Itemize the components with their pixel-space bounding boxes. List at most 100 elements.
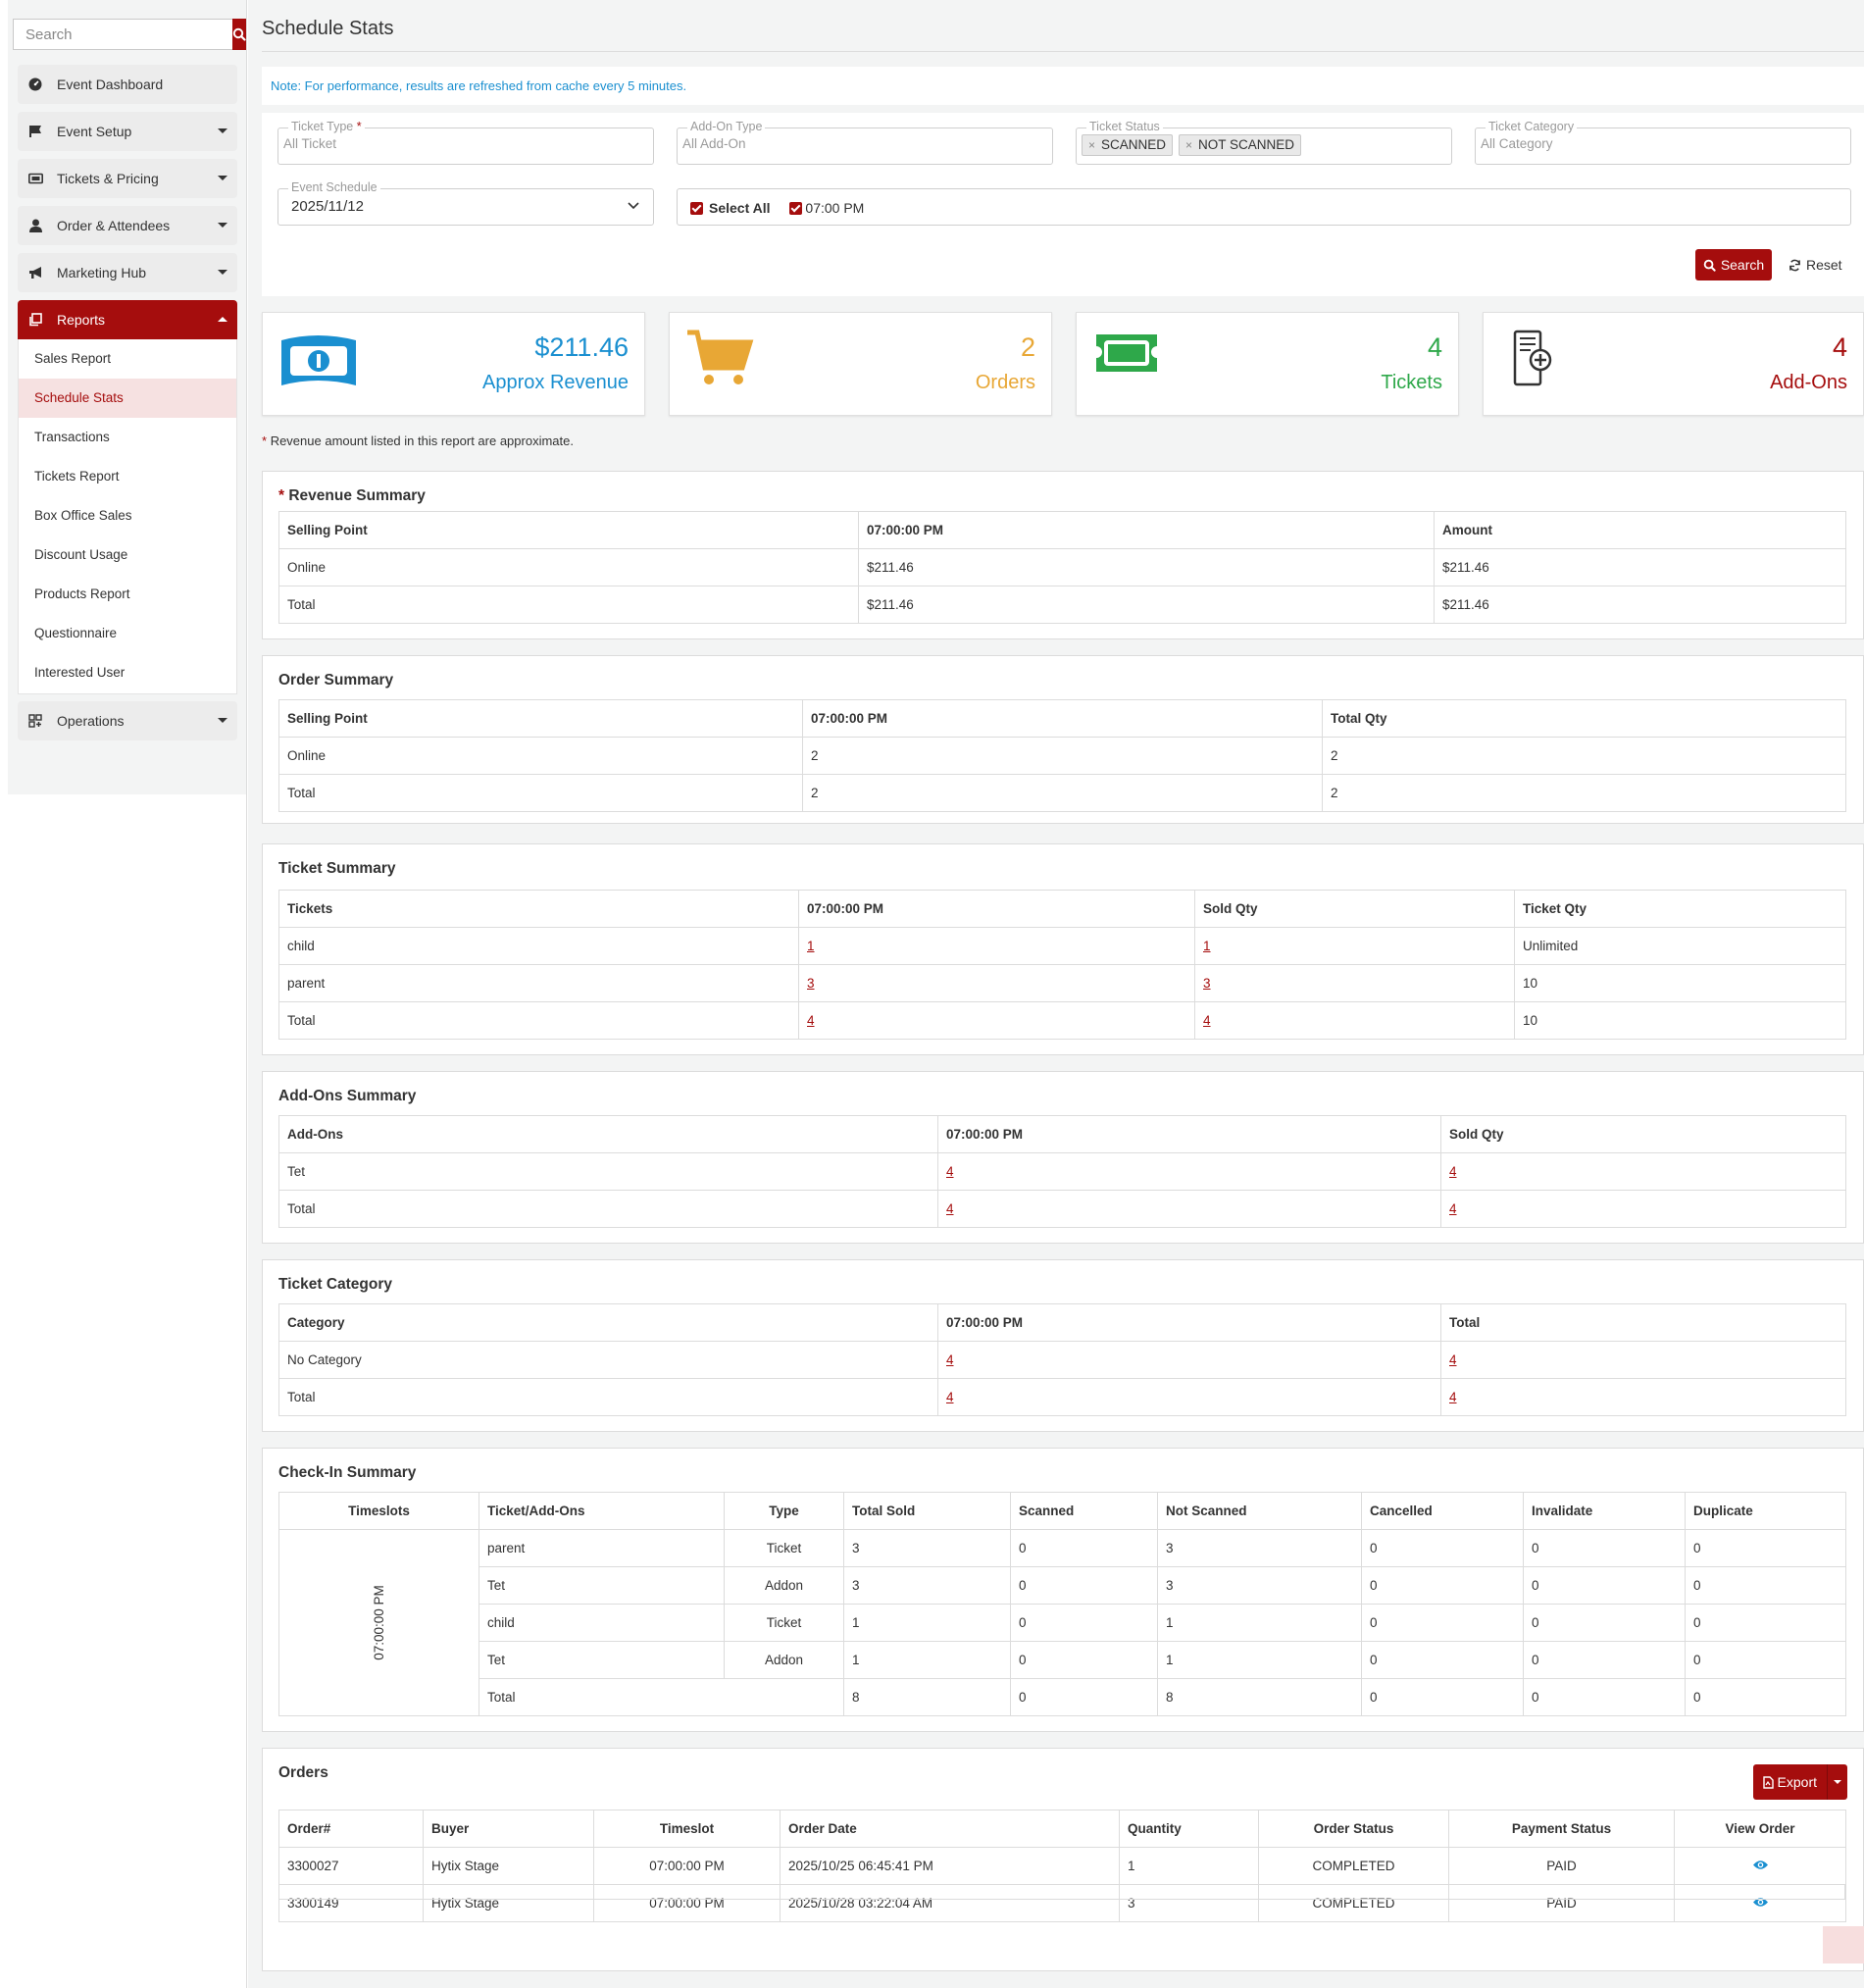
column-header: 07:00:00 PM [802, 699, 1323, 738]
column-header: Scanned [1010, 1492, 1158, 1530]
column-header: Total [1440, 1303, 1846, 1342]
copy-icon [27, 312, 43, 328]
table-cell: parent [278, 964, 799, 1002]
reset-button[interactable]: Reset [1788, 249, 1847, 280]
revenue-summary-title: * Revenue Summary [278, 487, 426, 504]
addons-value: 4 [1832, 332, 1847, 362]
remove-tag-icon[interactable]: × [1185, 138, 1193, 152]
table-cell: 0 [1010, 1678, 1158, 1716]
orders-value: 2 [1020, 332, 1035, 362]
table-cell: Online [278, 548, 859, 586]
addon-document-icon [1513, 330, 1552, 386]
count-link[interactable]: 3 [1203, 976, 1211, 991]
table-cell: 0 [1523, 1566, 1686, 1605]
sidebar-item-tickets-pricing[interactable]: Tickets & Pricing [18, 159, 237, 198]
table-row: No Category 4 4 [278, 1341, 1846, 1379]
count-link[interactable]: 4 [946, 1164, 954, 1179]
ticket-status-select[interactable]: Ticket Status × SCANNED × NOT SCANNED [1076, 120, 1452, 165]
table-cell: 8 [843, 1678, 1011, 1716]
ticket-icon [1096, 334, 1157, 372]
addon-type-select[interactable]: Add-On Type All Add-On [677, 120, 1053, 165]
submenu-sales-report[interactable]: Sales Report [34, 351, 112, 366]
search-icon [1703, 259, 1716, 272]
count-link[interactable]: 4 [1449, 1352, 1457, 1367]
sidebar-item-order-attendees[interactable]: Order & Attendees [18, 206, 237, 245]
count-link[interactable]: 4 [1203, 1013, 1211, 1028]
count-link[interactable]: 1 [1203, 939, 1211, 953]
payment-status: PAID [1448, 1884, 1675, 1922]
submenu-discount-usage[interactable]: Discount Usage [34, 547, 128, 562]
ticket-type-select[interactable]: Ticket Type * All Ticket [277, 120, 654, 165]
submenu-products-report[interactable]: Products Report [34, 586, 130, 601]
count-link[interactable]: 3 [807, 976, 815, 991]
table-cell: Total [278, 586, 859, 624]
count-link[interactable]: 4 [807, 1013, 815, 1028]
column-header: Selling Point [278, 699, 803, 738]
sidebar-item-label: Reports [57, 312, 106, 328]
sidebar-item-operations[interactable]: Operations [18, 701, 237, 740]
order-status: COMPLETED [1258, 1884, 1449, 1922]
column-header: Duplicate [1685, 1492, 1846, 1530]
table-cell: 10 [1514, 1001, 1846, 1040]
column-header: Add-Ons [278, 1115, 938, 1153]
table-cell: Total [278, 1378, 938, 1416]
table-cell: Tet [479, 1566, 725, 1605]
sidebar-item-reports[interactable]: Reports [18, 300, 237, 339]
eye-icon[interactable] [1752, 1897, 1769, 1908]
sidebar-search-input[interactable] [13, 19, 232, 50]
count-link[interactable]: 4 [946, 1352, 954, 1367]
export-main[interactable]: Export [1753, 1764, 1828, 1800]
table-cell: 3 [843, 1566, 1011, 1605]
sidebar-search [13, 19, 246, 50]
count-link[interactable]: 4 [1449, 1390, 1457, 1404]
export-button[interactable]: Export [1752, 1764, 1847, 1800]
submenu-tickets-report[interactable]: Tickets Report [34, 469, 120, 484]
caret-down-icon [218, 128, 227, 133]
order-id: 3300149 [278, 1884, 424, 1922]
sidebar-item-event-setup[interactable]: Event Setup [18, 112, 237, 151]
submenu-transactions[interactable]: Transactions [34, 430, 110, 444]
search-button[interactable]: Search [1695, 249, 1772, 280]
table-cell: 0 [1523, 1641, 1686, 1679]
scroll-to-top-button[interactable] [1823, 1926, 1864, 1963]
timeslot-checkbox[interactable]: 07:00 PM [789, 200, 864, 216]
cache-note: Note: For performance, results are refre… [271, 78, 687, 93]
count-link[interactable]: 4 [946, 1390, 954, 1404]
table-total-row: Total 8 0 8 0 0 0 [279, 1678, 1846, 1716]
count-link[interactable]: 1 [807, 939, 815, 953]
sidebar-search-button[interactable] [232, 19, 246, 50]
submenu-box-office-sales[interactable]: Box Office Sales [34, 508, 132, 523]
ticket-category-select[interactable]: Ticket Category All Category [1475, 120, 1851, 165]
column-header: 07:00:00 PM [798, 890, 1195, 928]
gauge-icon [27, 76, 43, 92]
submenu-questionnaire[interactable]: Questionnaire [34, 626, 118, 640]
select-all-checkbox[interactable]: Select All [690, 200, 771, 216]
sidebar-item-label: Order & Attendees [57, 218, 171, 233]
submenu-schedule-stats[interactable]: Schedule Stats [19, 379, 236, 418]
table-cell: 0 [1523, 1678, 1686, 1716]
remove-tag-icon[interactable]: × [1088, 138, 1096, 152]
stat-card-addons: 4 Add-Ons [1483, 312, 1864, 416]
addon-type-label: Add-On Type [687, 120, 766, 133]
count-link[interactable]: 4 [946, 1201, 954, 1216]
event-schedule-select[interactable]: Event Schedule 2025/11/12 [277, 180, 654, 226]
eye-icon[interactable] [1752, 1860, 1769, 1870]
sidebar-item-event-dashboard[interactable]: Event Dashboard [18, 65, 237, 104]
sidebar-item-marketing-hub[interactable]: Marketing Hub [18, 253, 237, 292]
count-link[interactable]: 4 [1449, 1201, 1457, 1216]
table-cell: 0 [1361, 1529, 1524, 1567]
ticket-type-label: Ticket Type * [288, 120, 365, 133]
submenu-interested-user[interactable]: Interested User [34, 665, 126, 680]
checkin-summary-title: Check-In Summary [278, 1464, 417, 1481]
payment-status: PAID [1448, 1847, 1675, 1885]
table-cell: $211.46 [1434, 548, 1846, 586]
order-summary-title: Order Summary [278, 672, 394, 688]
addon-type-value: All Add-On [682, 136, 746, 151]
user-icon [27, 218, 43, 233]
table-cell: 0 [1523, 1529, 1686, 1567]
export-dropdown-toggle[interactable] [1828, 1764, 1847, 1800]
table-cell: Addon [724, 1566, 844, 1605]
table-cell: $211.46 [858, 548, 1435, 586]
table-cell: 1 [843, 1604, 1011, 1642]
count-link[interactable]: 4 [1449, 1164, 1457, 1179]
